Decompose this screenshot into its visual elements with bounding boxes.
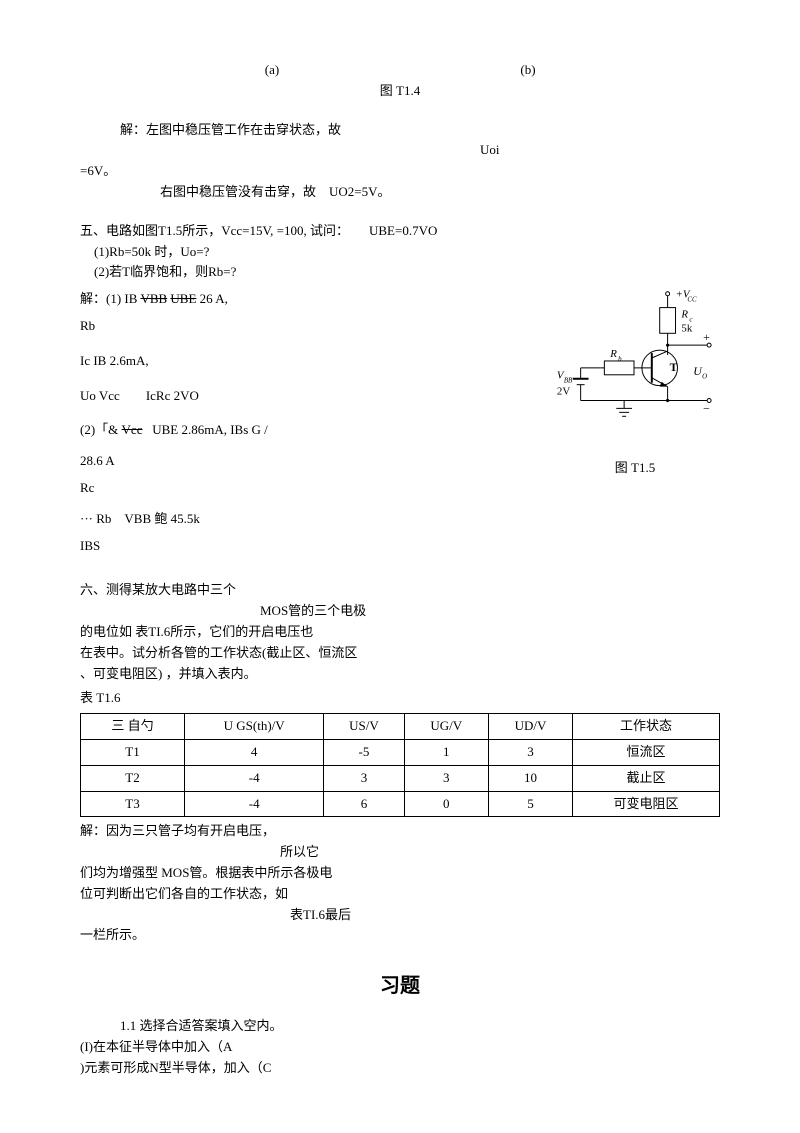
t16-h1: U GS(th)/V (185, 714, 324, 740)
sol4-line3b: UO2=5V。 (329, 184, 391, 199)
table-t16: 三 自勺 U GS(th)/V US/V UG/V UD/V 工作状态 T1 4… (80, 713, 720, 817)
t16-row-1: T1 4 -5 1 3 恒流区 (81, 739, 720, 765)
fig14-label-a: (a) (208, 60, 336, 81)
sol4-line1a: 解：左图中稳压管工作在击穿状态，故 (120, 122, 341, 137)
t16-h0: 三 自勺 (81, 714, 185, 740)
q5-sol-1b: 26 A, (200, 291, 228, 306)
svg-text:5k: 5k (681, 322, 692, 334)
t16-h4: UD/V (488, 714, 572, 740)
fig14-sublabels: (a) (b) (80, 60, 720, 81)
t16-header-row: 三 自勺 U GS(th)/V US/V UG/V UD/V 工作状态 (81, 714, 720, 740)
q5-stem-a: 五、电路如图T1.5所示，Vcc=15V, =100, 试问： (80, 221, 349, 242)
q6-l2: 的电位如 表TI.6所示，它们的开启电压也 (80, 622, 720, 643)
q6-sol-d: 位可判断出它们各自的工作状态，如 (80, 884, 720, 905)
q6-sol-c: 们均为增强型 MOS管。根据表中所示各极电 (80, 863, 720, 884)
sol4-uoi: Uoi (480, 140, 720, 161)
sol4-line2: =6V。 (80, 161, 720, 182)
q5-2-vcc: Vcc (122, 422, 143, 437)
q5-sol-ube: UBE (170, 291, 196, 306)
q5-item1: (1)Rb=50k 时，Uo=? (94, 242, 720, 263)
t16-h2: US/V (324, 714, 404, 740)
q5-2b: 2.86mA, IBs G / (181, 422, 267, 437)
svg-text:2V: 2V (557, 386, 570, 398)
q6-l4: 、可变电阻区) ，并填入表内。 (80, 664, 720, 685)
xiti-heading: 习题 (80, 970, 720, 1002)
q5-item2: (2)若T临界饱和，则Rb=? (94, 262, 720, 283)
q5-block: 五、电路如图T1.5所示，Vcc=15V, =100, 试问： UBE=0.7V… (80, 221, 720, 557)
svg-text:−: − (703, 402, 710, 416)
svg-text:R: R (680, 309, 688, 321)
sol4-block: 解：左图中稳压管工作在击穿状态，故 (120, 120, 720, 141)
q6-l1: 六、测得某放大电路中三个 (80, 580, 720, 601)
t16-h5: 工作状态 (573, 714, 720, 740)
svg-text:R: R (609, 348, 617, 360)
svg-text:+: + (703, 330, 710, 344)
svg-text:b: b (618, 356, 622, 363)
q5-sol-prefix: 解：(1) IB (80, 291, 137, 306)
circuit-svg: +V CC R c 5k + T U O (551, 283, 719, 433)
fig14-caption: 图 T1.4 (80, 81, 720, 102)
q6-sol-a: 解：因为三只管子均有开启电压， (80, 821, 720, 842)
t16-h3: UG/V (404, 714, 488, 740)
q5-ibs: IBS (80, 536, 720, 557)
q5-2-ube: UBE (152, 422, 178, 437)
svg-text:CC: CC (687, 297, 697, 304)
t16-row-3: T3 -4 6 0 5 可变电阻区 (81, 791, 720, 817)
q5-2a: (2)「& (80, 422, 122, 437)
q6-block: 六、测得某放大电路中三个 MOS管的三个电极 的电位如 表TI.6所示，它们的开… (80, 580, 720, 946)
q6-sol-e: 表TI.6最后 (290, 905, 720, 926)
sol4-line3a: 右图中稳压管没有击穿，故 (160, 184, 316, 199)
q5-stem-b: UBE=0.7VO (369, 221, 437, 242)
q5-2rc: Rc (80, 478, 720, 499)
q5-sol-vbb: VBB (140, 291, 167, 306)
xiti-1-1a: (I)在本征半导体中加入（A (80, 1037, 720, 1058)
fig14-label-b: (b) (464, 60, 592, 81)
q6-l3: 在表中。试分析各管的工作状态(截止区、恒流区 (80, 643, 720, 664)
xiti-1-1b: )元素可形成N型半导体，加入（C (80, 1058, 720, 1079)
t16-label: 表 T1.6 (80, 688, 720, 709)
svg-text:BB: BB (564, 378, 573, 385)
q6-sol-f: 一栏所示。 (80, 925, 720, 946)
xiti-1-1: 1.1 选择合适答案填入空内。 (120, 1016, 720, 1037)
svg-text:T: T (670, 360, 678, 374)
q6-l1b: MOS管的三个电极 (260, 601, 720, 622)
q5-rb-line: ··· Rb VBB 鲍 45.5k (80, 509, 720, 530)
svg-text:O: O (702, 374, 707, 381)
t16-row-2: T2 -4 3 3 10 截止区 (81, 765, 720, 791)
circuit-t15: +V CC R c 5k + T U O (550, 283, 720, 479)
q6-sol-b: 所以它 (280, 842, 720, 863)
fig15-caption: 图 T1.5 (550, 458, 720, 479)
